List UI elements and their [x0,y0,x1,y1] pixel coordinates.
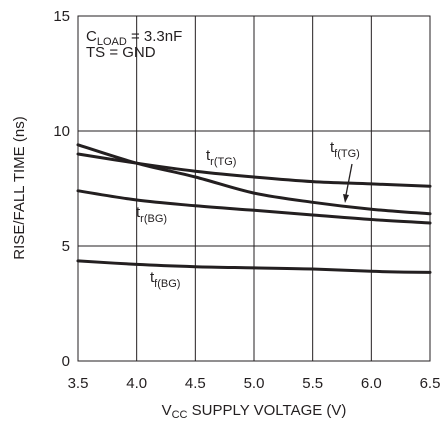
x-tick-label: 4.5 [185,375,206,392]
x-axis-label: VCC SUPPLY VOLTAGE (V) [162,402,347,421]
y-tick-label: 0 [62,353,70,370]
series-label-tf-tg: tf(TG) [330,139,360,160]
series-line-tf-tg [76,143,432,216]
y-axis-label: RISE/FALL TIME (ns) [11,116,28,259]
x-tick-label: 6.5 [420,375,441,392]
x-tick-label: 4.0 [126,375,147,392]
series-label-tf-bg: tf(BG) [150,269,180,290]
x-tick-label: 6.0 [361,375,382,392]
y-tick-label: 10 [53,123,70,140]
x-tick-label: 5.5 [302,375,323,392]
condition-ts: TS = GND [86,44,156,61]
series-line-tf-bg [76,259,432,274]
series-lines [76,143,432,274]
series-label-tr-bg: tr(BG) [136,204,167,225]
x-tick-label: 3.5 [68,375,89,392]
plot-frame [77,15,431,362]
grid [78,16,430,361]
tick-labels: 3.5 4.0 4.5 5.0 5.5 6.0 6.5 0 5 10 15 [53,8,440,392]
y-tick-label: 15 [53,8,70,25]
y-tick-label: 5 [62,238,70,255]
condition-cload: CLOAD = 3.3nF [86,28,182,48]
series-line-tr-bg [76,189,432,225]
arrow-icon [343,163,353,203]
x-tick-label: 5.0 [244,375,265,392]
series-label-tr-tg: tr(TG) [206,147,236,168]
